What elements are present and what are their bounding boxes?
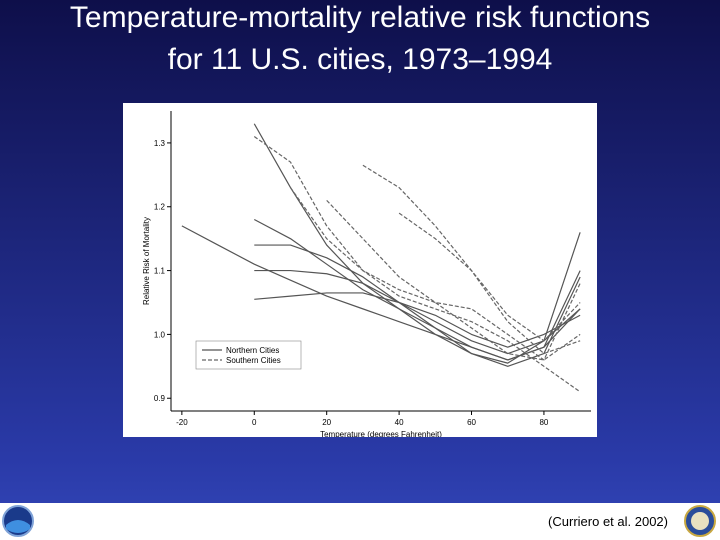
curve — [362, 164, 581, 355]
footer: (Curriero et al. 2002) — [0, 503, 720, 540]
curve — [398, 212, 581, 342]
logo — [684, 505, 716, 537]
x-tick-label: 20 — [322, 418, 331, 427]
y-tick-label: 1.3 — [154, 139, 166, 148]
y-tick-label: 1.1 — [154, 267, 166, 276]
logo — [2, 505, 34, 537]
curve — [326, 199, 581, 361]
x-axis-label: Temperature (degrees Fahrenheit) — [320, 430, 442, 437]
chart: 0.9 1.0 1.1 1.2 1.3 -20 0 20 40 60 80 Temperature (… — [123, 103, 597, 437]
slide-title: for 11 U.S. cities, 1973–1994 — [167, 43, 553, 76]
curve — [254, 292, 581, 348]
x-tick-label: 0 — [252, 418, 257, 427]
curve — [254, 269, 581, 355]
y-axis-label: Relative Risk of Mortality — [142, 217, 151, 305]
citation: (Curriero et al. 2002) — [548, 514, 668, 529]
x-tick-label: 40 — [395, 418, 404, 427]
slide-title: Temperature-mortality relative risk func… — [69, 1, 651, 34]
curve — [289, 187, 581, 361]
legend-label: Southern Cities — [226, 356, 281, 365]
y-tick-label: 1.2 — [154, 203, 166, 212]
y-tick-label: 1.0 — [154, 330, 166, 339]
x-tick-label: 60 — [467, 418, 476, 427]
legend-box — [195, 340, 302, 370]
legend-label: Northern Cities — [226, 346, 279, 355]
curve — [253, 136, 581, 393]
y-tick-label: 0.9 — [154, 394, 166, 403]
curve — [253, 123, 581, 364]
curve — [254, 244, 581, 367]
x-tick-label: 80 — [539, 418, 548, 427]
x-tick-label: -20 — [176, 418, 188, 427]
